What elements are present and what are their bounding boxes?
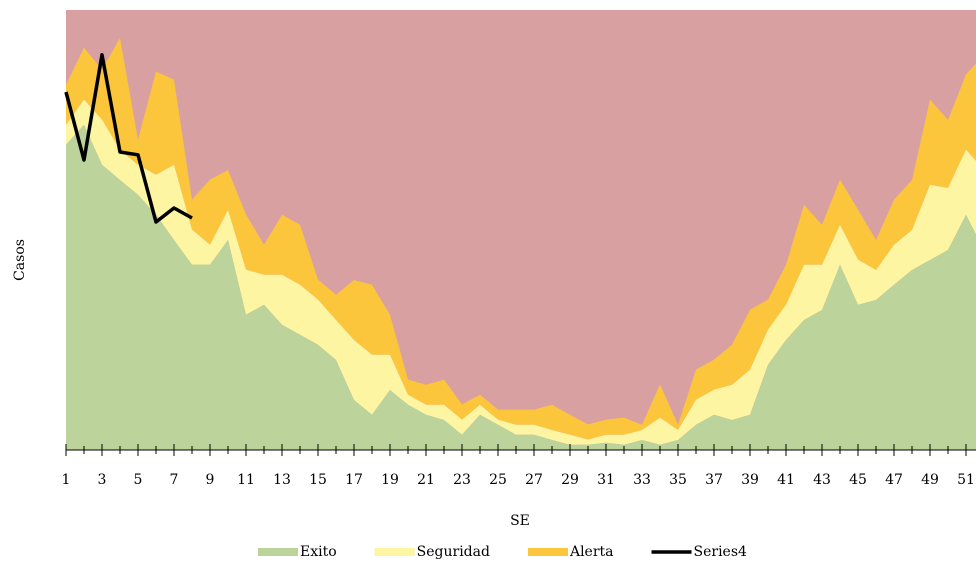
x-tick-label: 41 bbox=[777, 472, 795, 488]
x-tick-label: 29 bbox=[561, 472, 579, 488]
x-axis-title: SE bbox=[510, 513, 530, 529]
x-tick-label: 1 bbox=[62, 472, 71, 488]
x-tick-label: 7 bbox=[170, 472, 179, 488]
x-tick-label: 35 bbox=[669, 472, 687, 488]
x-tick-label: 11 bbox=[237, 472, 255, 488]
x-tick-label: 23 bbox=[453, 472, 471, 488]
x-tick-label: 47 bbox=[885, 472, 903, 488]
x-tick-label: 37 bbox=[705, 472, 723, 488]
x-tick-label: 51 bbox=[957, 472, 975, 488]
legend-label: Seguridad bbox=[417, 544, 490, 560]
line bbox=[64, 53, 193, 224]
legend-label: Series4 bbox=[694, 544, 748, 560]
x-tick-label: 33 bbox=[633, 472, 651, 488]
x-tick-label: 49 bbox=[921, 472, 939, 488]
area bbox=[66, 38, 976, 440]
area bbox=[66, 99, 976, 445]
legend-swatch bbox=[258, 548, 298, 556]
x-tick-label: 19 bbox=[381, 472, 399, 488]
x-tick-label: 5 bbox=[134, 472, 143, 488]
x-tick-label: 9 bbox=[206, 472, 215, 488]
x-tick-label: 17 bbox=[345, 472, 363, 488]
x-tick-label: 21 bbox=[417, 472, 435, 488]
area bbox=[66, 124, 976, 450]
x-tick-label: 43 bbox=[813, 472, 831, 488]
x-tick-label: 27 bbox=[525, 472, 543, 488]
x-tick-label: 31 bbox=[597, 472, 615, 488]
x-tick-label: 15 bbox=[309, 472, 327, 488]
legend-label: Alerta bbox=[569, 544, 614, 560]
x-tick-label: 39 bbox=[741, 472, 759, 488]
x-tick-label: 45 bbox=[849, 472, 867, 488]
x-tick-label: 13 bbox=[273, 472, 291, 488]
y-axis-title: Casos bbox=[12, 239, 28, 281]
x-tick-label: 25 bbox=[489, 472, 507, 488]
legend-label: Exito bbox=[300, 544, 337, 560]
legend-swatch bbox=[374, 548, 415, 556]
legend-swatch bbox=[527, 548, 568, 556]
x-tick-label: 3 bbox=[98, 472, 107, 488]
